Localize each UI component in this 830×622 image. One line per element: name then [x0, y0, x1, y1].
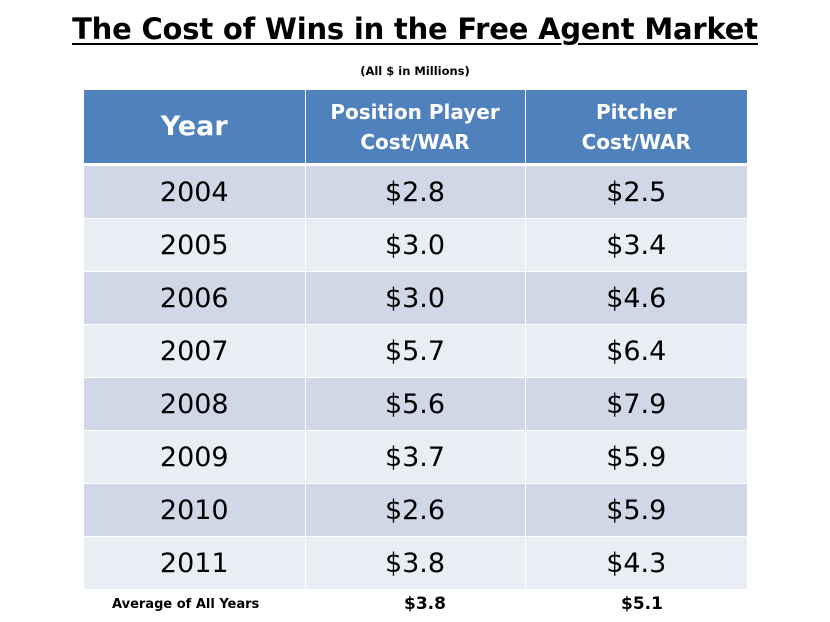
- cell-year: 2005: [84, 218, 306, 272]
- cell-position-player-cost: $5.7: [305, 324, 526, 378]
- cell-year: 2009: [84, 430, 306, 484]
- header-position-player-line2: Cost/WAR: [360, 129, 470, 154]
- cell-pitcher-cost: $4.3: [525, 536, 747, 590]
- cell-position-player-cost: $3.7: [305, 430, 526, 484]
- cell-year: 2011: [84, 536, 306, 590]
- header-year-label: Year: [160, 111, 228, 142]
- average-pitcher: $5.1: [621, 594, 663, 614]
- cell-year: 2004: [84, 164, 306, 219]
- cell-year: 2008: [84, 377, 306, 431]
- table-row: 2004 $2.8 $2.5: [84, 164, 747, 219]
- header-position-player-line1: Position Player: [330, 99, 500, 124]
- cell-position-player-cost: $3.0: [305, 271, 526, 325]
- cell-pitcher-cost: $2.5: [525, 164, 747, 219]
- cell-pitcher-cost: $4.6: [525, 271, 747, 325]
- cell-year: 2007: [84, 324, 306, 378]
- table-row: 2010 $2.6 $5.9: [84, 483, 747, 537]
- table-row: 2011 $3.8 $4.3: [84, 536, 747, 590]
- page-title: The Cost of Wins in the Free Agent Marke…: [72, 12, 758, 46]
- cell-pitcher-cost: $5.9: [525, 430, 747, 484]
- cell-position-player-cost: $5.6: [305, 377, 526, 431]
- cell-year: 2010: [84, 483, 306, 537]
- table-row: 2008 $5.6 $7.9: [84, 377, 747, 431]
- header-position-player: Position Player Cost/WAR: [305, 90, 526, 166]
- average-label: Average of All Years: [112, 597, 260, 612]
- cell-position-player-cost: $3.0: [305, 218, 526, 272]
- cell-pitcher-cost: $6.4: [525, 324, 747, 378]
- page-subtitle: (All $ in Millions): [360, 64, 470, 78]
- average-position-player: $3.8: [404, 594, 446, 614]
- table-row: 2007 $5.7 $6.4: [84, 324, 747, 378]
- table-row: 2009 $3.7 $5.9: [84, 430, 747, 484]
- table-header-row: Year Position Player Cost/WAR Pitcher Co…: [84, 90, 747, 166]
- cell-position-player-cost: $2.8: [305, 164, 526, 219]
- cell-year: 2006: [84, 271, 306, 325]
- table-row: 2005 $3.0 $3.4: [84, 218, 747, 272]
- header-year: Year: [84, 90, 306, 166]
- table-row: 2006 $3.0 $4.6: [84, 271, 747, 325]
- cell-position-player-cost: $3.8: [305, 536, 526, 590]
- cell-pitcher-cost: $5.9: [525, 483, 747, 537]
- cost-table: Year Position Player Cost/WAR Pitcher Co…: [84, 90, 747, 590]
- header-pitcher-line2: Cost/WAR: [581, 129, 691, 154]
- cell-pitcher-cost: $7.9: [525, 377, 747, 431]
- cell-position-player-cost: $2.6: [305, 483, 526, 537]
- header-pitcher: Pitcher Cost/WAR: [525, 90, 747, 166]
- header-pitcher-line1: Pitcher: [595, 99, 677, 124]
- cell-pitcher-cost: $3.4: [525, 218, 747, 272]
